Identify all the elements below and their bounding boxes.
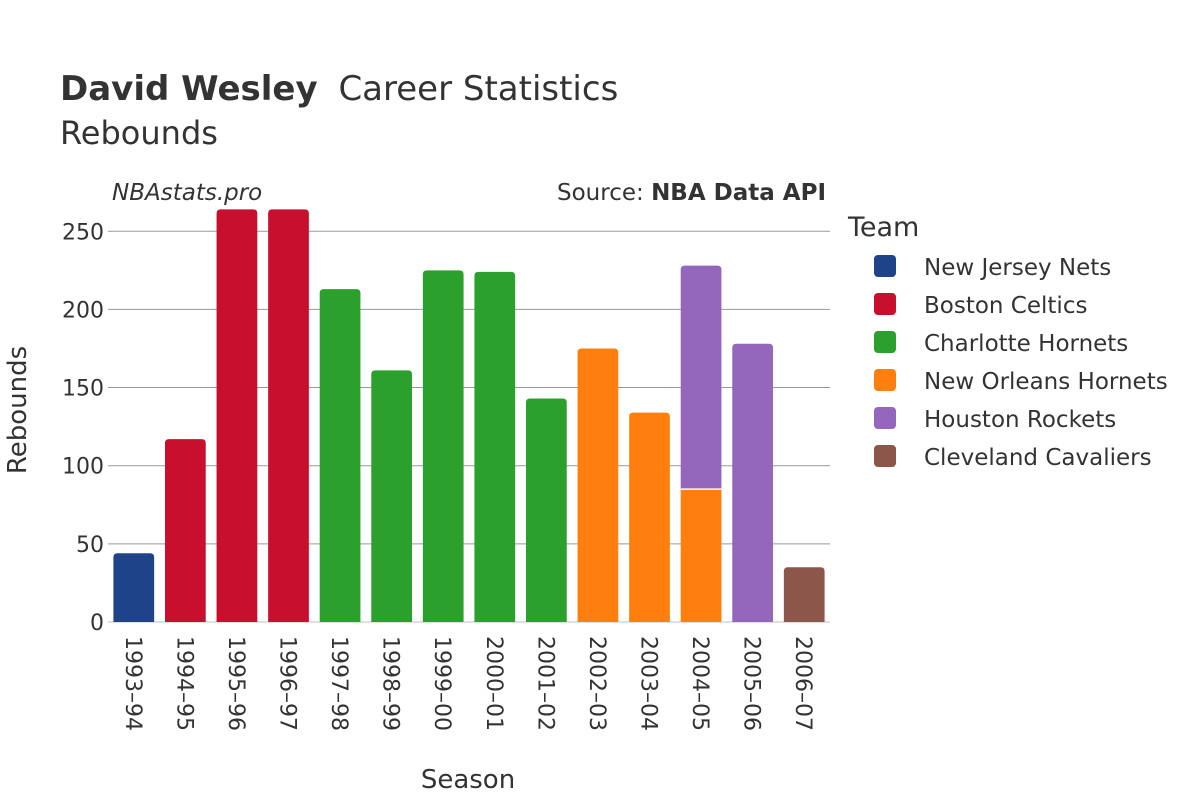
source-label: Source: NBA Data API: [557, 180, 826, 206]
bar-1998–99-charlotte-hornets: [371, 370, 413, 622]
y-tick-label: 100: [62, 455, 104, 480]
x-tick-label: 1994–95: [171, 636, 196, 731]
x-tick-label: 2001–02: [532, 636, 557, 731]
y-tick-labels: 0 50 100 150 200 250: [62, 220, 104, 636]
bar-layer: [113, 209, 825, 622]
y-tick-label: 50: [76, 533, 104, 558]
x-tick-label: 1995–96: [223, 636, 248, 731]
legend-swatch: [874, 407, 896, 429]
bar-1995–96-boston-celtics: [216, 209, 258, 622]
chart-title: David Wesley Career Statistics: [60, 69, 618, 109]
x-tick-labels: 1993–94 1994–95 1995–96 1996–97 1997–98 1998–…: [120, 636, 815, 731]
y-tick-label: 0: [90, 611, 104, 636]
bar-2000–01-charlotte-hornets: [474, 271, 516, 622]
watermark: NBAstats.pro: [112, 180, 262, 206]
y-tick-label: 150: [62, 377, 104, 402]
grid-layer: [108, 230, 830, 623]
chart-subtitle: Rebounds: [60, 114, 218, 152]
x-tick-label: 2000–01: [481, 636, 506, 731]
bar-2001–02-charlotte-hornets: [525, 398, 567, 622]
legend-items: New Jersey Nets Boston Celtics Charlotte H…: [874, 255, 1168, 471]
source-name: NBA Data API: [651, 180, 826, 206]
legend-label: Boston Celtics: [924, 293, 1087, 319]
x-tick-label: 1996–97: [275, 636, 300, 731]
legend: Team New Jersey Nets Boston Celtics Charlo…: [847, 212, 1168, 471]
x-tick-label: 1999–00: [429, 636, 454, 731]
x-tick-label: 1997–98: [326, 636, 351, 731]
y-tick-label: 200: [62, 298, 104, 323]
bar-1994–95-boston-celtics: [164, 439, 206, 622]
legend-label: New Orleans Hornets: [924, 369, 1168, 395]
bar-2003–04-new-orleans-hornets: [629, 412, 670, 622]
y-axis-title: Rebounds: [3, 346, 33, 474]
title-rest: Career Statistics: [338, 69, 618, 109]
legend-swatch: [874, 293, 896, 315]
bar-1996–97-boston-celtics: [268, 209, 309, 622]
bar-1999–00-charlotte-hornets: [422, 270, 464, 622]
bar-2004–05-houston-rockets: [680, 265, 722, 490]
x-tick-label: 2005–06: [739, 636, 764, 731]
bar-1997–98-charlotte-hornets: [319, 289, 361, 622]
x-tick-label: 2002–03: [584, 636, 609, 731]
title-player-name: David Wesley: [60, 69, 318, 109]
legend-title: Team: [847, 212, 919, 243]
source-prefix: Source:: [557, 180, 651, 206]
x-tick-label: 1998–99: [378, 636, 403, 731]
x-tick-label: 2003–04: [636, 636, 661, 731]
legend-label: Houston Rockets: [924, 407, 1116, 433]
legend-swatch: [874, 369, 896, 391]
legend-swatch: [874, 255, 896, 277]
legend-swatch: [874, 445, 896, 467]
legend-label: Charlotte Hornets: [924, 331, 1128, 357]
legend-swatch: [874, 331, 896, 353]
x-tick-label: 2006–07: [790, 636, 815, 731]
legend-label: New Jersey Nets: [924, 255, 1111, 281]
bar-2004–05-new-orleans-hornets: [680, 489, 722, 622]
y-tick-label: 250: [62, 220, 104, 245]
x-tick-label: 1993–94: [120, 636, 145, 731]
bar-2002–03-new-orleans-hornets: [577, 348, 619, 622]
x-axis-title: Season: [421, 765, 515, 795]
bar-1993–94-new-jersey-nets: [113, 553, 155, 622]
x-tick-label: 2004–05: [687, 636, 712, 731]
bar-2006–07-cleveland-cavaliers: [783, 567, 825, 622]
bar-2005–06-houston-rockets: [732, 343, 774, 622]
legend-label: Cleveland Cavaliers: [924, 445, 1152, 471]
